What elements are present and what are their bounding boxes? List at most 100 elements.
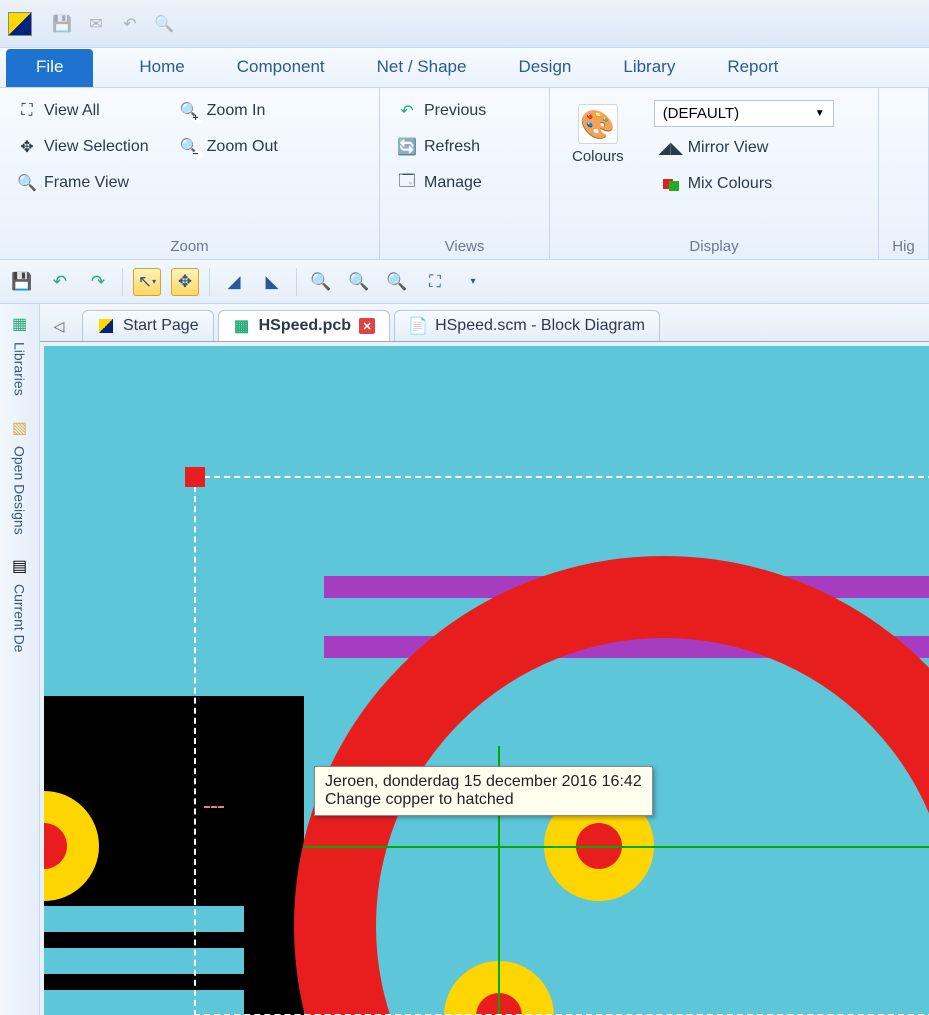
mix-colours-button[interactable]: Mix Colours xyxy=(654,169,834,199)
tooltip-line1: Jeroen, donderdag 15 december 2016 16:42 xyxy=(325,773,642,791)
pcb-icon: ▦ xyxy=(233,317,251,335)
panel-open-designs[interactable]: ▧ Open Designs xyxy=(8,416,32,535)
colours-button[interactable]: 🎨 Colours xyxy=(560,96,636,199)
qat-save-icon[interactable]: 💾 xyxy=(52,14,72,34)
view-selection-button[interactable]: ✥ View Selection xyxy=(10,132,155,162)
refresh-label: Refresh xyxy=(424,138,480,156)
pcb-canvas[interactable]: Jeroen, donderdag 15 december 2016 16:42… xyxy=(40,342,929,1015)
mirror-view-button[interactable]: ◢◣ Mirror View xyxy=(654,133,834,163)
menu-design[interactable]: Design xyxy=(492,49,597,87)
tab-hspeed-pcb[interactable]: ▦ HSpeed.pcb ✕ xyxy=(218,310,390,341)
qat-mail-icon[interactable]: ✉ xyxy=(86,14,106,34)
menu-component[interactable]: Component xyxy=(211,49,351,87)
annotation-tooltip: Jeroen, donderdag 15 december 2016 16:42… xyxy=(314,766,653,816)
scm-icon: 📄 xyxy=(409,317,427,335)
tb-redo-button[interactable]: ↷ xyxy=(84,268,112,296)
side-panels: ▦ Libraries ▧ Open Designs ▤ Current De xyxy=(0,304,40,1015)
tb-flip-v-button[interactable]: ◣ xyxy=(258,268,286,296)
expand-icon: ⛶ xyxy=(16,100,38,122)
title-bar: 💾 ✉ ↶ 🔍 xyxy=(0,0,929,48)
close-tab-button[interactable]: ✕ xyxy=(359,318,375,334)
colours-label: Colours xyxy=(572,148,624,165)
zoom-in-icon: 🔍 xyxy=(179,100,201,122)
tb-move-button[interactable]: ✥ xyxy=(171,268,199,296)
tb-separator-2 xyxy=(209,268,210,296)
open-designs-label: Open Designs xyxy=(12,446,28,535)
menu-net-shape[interactable]: Net / Shape xyxy=(351,49,493,87)
tab-nav-left[interactable]: ◁ xyxy=(48,315,70,337)
tab-pcb-label: HSpeed.pcb xyxy=(259,317,351,335)
tab-start-page[interactable]: Start Page xyxy=(82,310,214,341)
manage-icon: 🗔 xyxy=(396,172,418,194)
zoom-out-button[interactable]: 🔍 Zoom Out xyxy=(173,132,284,162)
dash-marker xyxy=(204,796,224,808)
highlight-group-title: Hig xyxy=(889,234,918,255)
tb-zoom-all-button[interactable]: ⛶ xyxy=(421,268,449,296)
display-group-title: Display xyxy=(560,234,868,255)
ribbon: ⛶ View All ✥ View Selection 🔍 Frame View… xyxy=(0,88,929,260)
view-selection-label: View Selection xyxy=(44,138,149,156)
tb-zoom-frame-button[interactable]: 🔍 xyxy=(383,268,411,296)
previous-label: Previous xyxy=(424,102,486,120)
open-designs-icon: ▧ xyxy=(8,416,32,440)
selection-rect xyxy=(194,476,929,1015)
selection-handle[interactable] xyxy=(185,467,205,487)
menu-bar: File Home Component Net / Shape Design L… xyxy=(0,48,929,88)
document-tabs: ◁ Start Page ▦ HSpeed.pcb ✕ 📄 HSpeed.scm… xyxy=(40,304,929,342)
zoom-group-title: Zoom xyxy=(10,234,369,255)
ribbon-group-views: ↶ Previous 🔄 Refresh 🗔 Manage Views xyxy=(380,88,550,259)
tb-save-button[interactable]: 💾 xyxy=(8,268,36,296)
tb-zoom-out-button[interactable]: 🔍 xyxy=(345,268,373,296)
colour-scheme-dropdown[interactable]: (DEFAULT) ▼ xyxy=(654,100,834,127)
file-menu[interactable]: File xyxy=(6,49,93,87)
zoom-out-label: Zoom Out xyxy=(207,138,278,156)
tb-select-button[interactable]: ↖ ▾ xyxy=(133,268,161,296)
view-all-button[interactable]: ⛶ View All xyxy=(10,96,155,126)
contract-icon: ✥ xyxy=(16,136,38,158)
tb-separator-3 xyxy=(296,268,297,296)
chevron-down-icon: ▼ xyxy=(815,108,825,119)
frame-icon: 🔍 xyxy=(16,172,38,194)
dropdown-value: (DEFAULT) xyxy=(663,105,739,122)
menu-home[interactable]: Home xyxy=(113,49,210,87)
menu-report[interactable]: Report xyxy=(701,49,804,87)
mix-colours-icon xyxy=(660,173,682,195)
current-icon: ▤ xyxy=(8,554,32,578)
ribbon-group-highlight: Hig xyxy=(879,88,929,259)
start-page-icon xyxy=(97,317,115,335)
tb-overflow-button[interactable]: ▾ xyxy=(459,268,487,296)
mirror-icon: ◢◣ xyxy=(660,137,682,159)
zoom-out-icon: 🔍 xyxy=(179,136,201,158)
ribbon-group-zoom: ⛶ View All ✥ View Selection 🔍 Frame View… xyxy=(0,88,380,259)
frame-view-label: Frame View xyxy=(44,174,129,192)
refresh-button[interactable]: 🔄 Refresh xyxy=(390,132,539,162)
previous-icon: ↶ xyxy=(396,100,418,122)
tb-zoom-in-button[interactable]: 🔍 xyxy=(307,268,335,296)
view-all-label: View All xyxy=(44,102,100,120)
workspace: ▦ Libraries ▧ Open Designs ▤ Current De … xyxy=(0,304,929,1015)
tb-flip-h-button[interactable]: ◢ xyxy=(220,268,248,296)
toolbar: 💾 ↶ ↷ ↖ ▾ ✥ ◢ ◣ 🔍 🔍 🔍 ⛶ ▾ xyxy=(0,260,929,304)
frame-view-button[interactable]: 🔍 Frame View xyxy=(10,168,155,198)
tb-separator xyxy=(122,268,123,296)
panel-libraries[interactable]: ▦ Libraries xyxy=(8,312,32,396)
views-group-title: Views xyxy=(390,234,539,255)
current-label: Current De xyxy=(12,584,28,652)
qat-undo-icon[interactable]: ↶ xyxy=(120,14,140,34)
tooltip-line2: Change copper to hatched xyxy=(325,791,642,809)
pcb-drawing xyxy=(44,346,929,1015)
zoom-in-label: Zoom In xyxy=(207,102,266,120)
refresh-icon: 🔄 xyxy=(396,136,418,158)
previous-view-button[interactable]: ↶ Previous xyxy=(390,96,539,126)
tab-start-label: Start Page xyxy=(123,317,199,335)
zoom-in-button[interactable]: 🔍 Zoom In xyxy=(173,96,284,126)
tab-hspeed-scm[interactable]: 📄 HSpeed.scm - Block Diagram xyxy=(394,310,660,341)
palette-icon: 🎨 xyxy=(578,104,618,144)
tb-undo-button[interactable]: ↶ xyxy=(46,268,74,296)
menu-library[interactable]: Library xyxy=(597,49,701,87)
panel-current[interactable]: ▤ Current De xyxy=(8,554,32,652)
qat-search-icon[interactable]: 🔍 xyxy=(154,14,174,34)
mirror-label: Mirror View xyxy=(688,139,769,157)
main-area: ◁ Start Page ▦ HSpeed.pcb ✕ 📄 HSpeed.scm… xyxy=(40,304,929,1015)
manage-views-button[interactable]: 🗔 Manage xyxy=(390,168,539,198)
